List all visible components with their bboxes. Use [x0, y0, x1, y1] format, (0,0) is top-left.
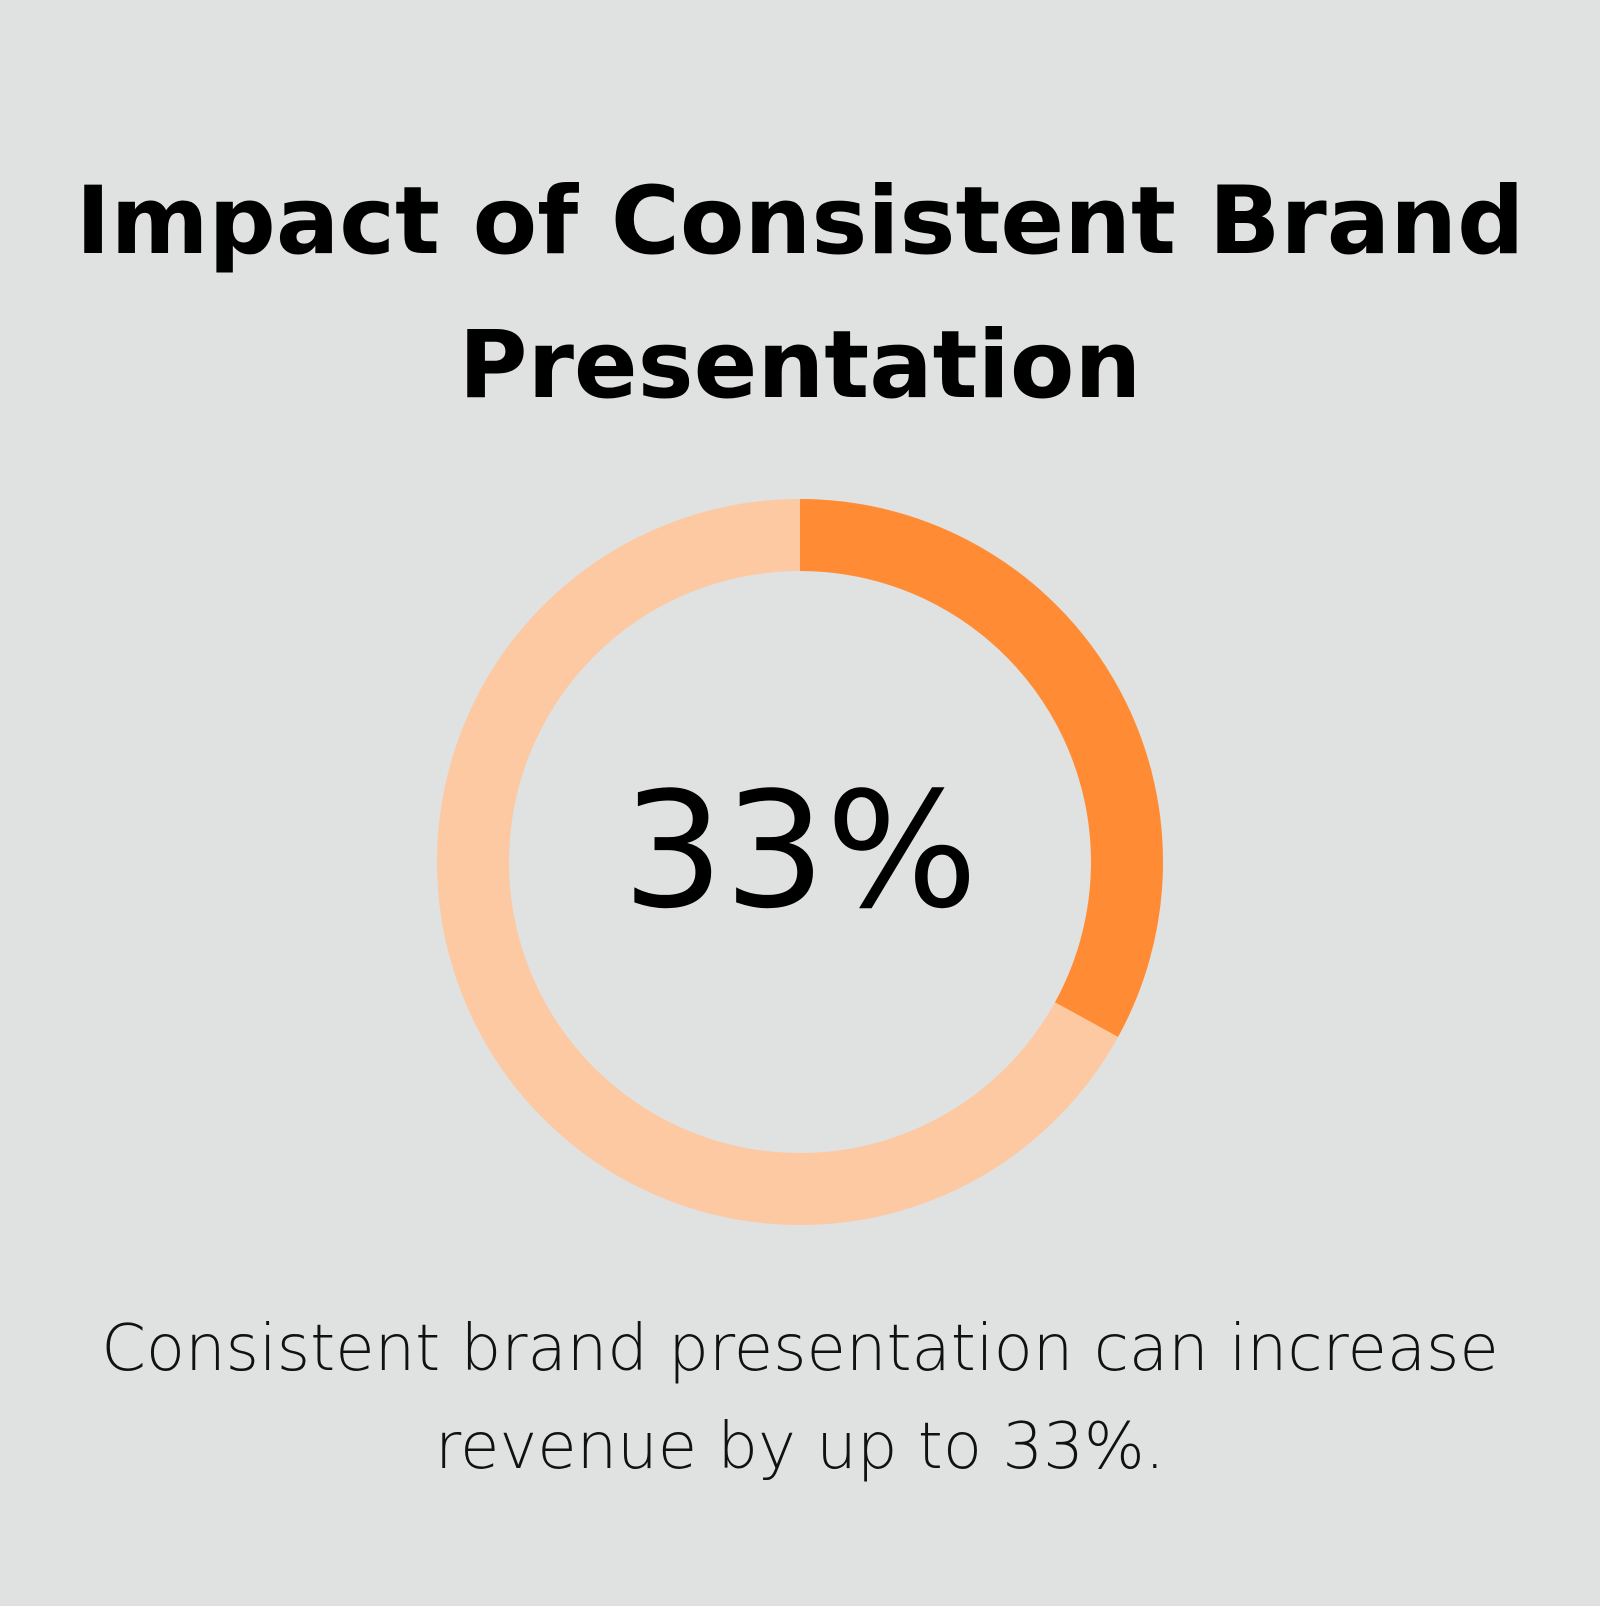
caption: Consistent brand presentation can increa… — [101, 1312, 1499, 1484]
ring-segment — [799, 499, 1163, 1037]
center-label: 33% — [622, 757, 978, 944]
chart-title: Impact of Consistent Brand Presentation — [75, 167, 1525, 420]
